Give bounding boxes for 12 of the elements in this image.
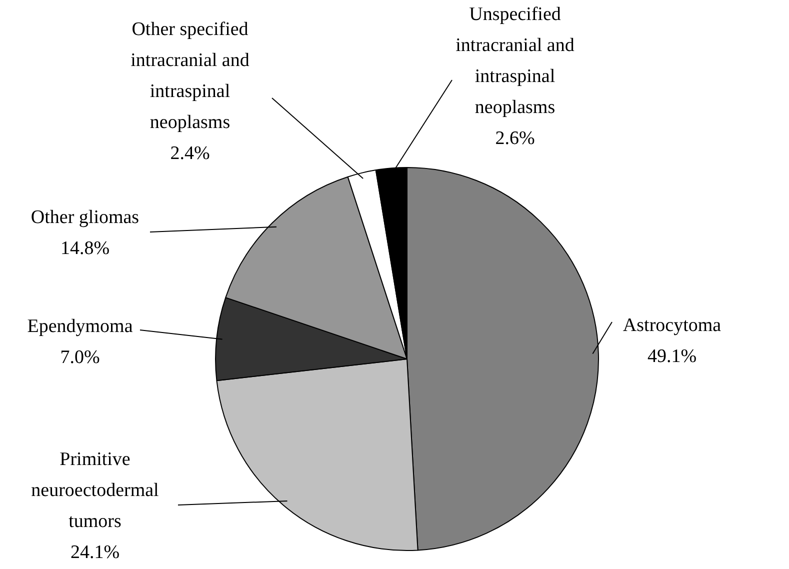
data-label: 2.4% [170, 142, 210, 164]
data-label: 49.1% [647, 346, 697, 367]
slice-label: Other gliomas [30, 206, 140, 228]
data-label: 2.6% [495, 128, 535, 149]
data-label: 24.1% [70, 542, 120, 563]
slice-label: Ependymoma [27, 316, 134, 337]
data-label: 14.8% [60, 238, 110, 259]
slice-label: Unspecified intracranial and intraspinal neoplasms [456, 4, 575, 118]
slice-label: Primitive neuroectodermal tumors [31, 448, 159, 532]
slice-label: Astrocytoma [622, 314, 722, 336]
data-label: 7.0% [60, 346, 100, 368]
slice-label: Other specified intracranial and intraspinal neoplasms [130, 18, 250, 133]
